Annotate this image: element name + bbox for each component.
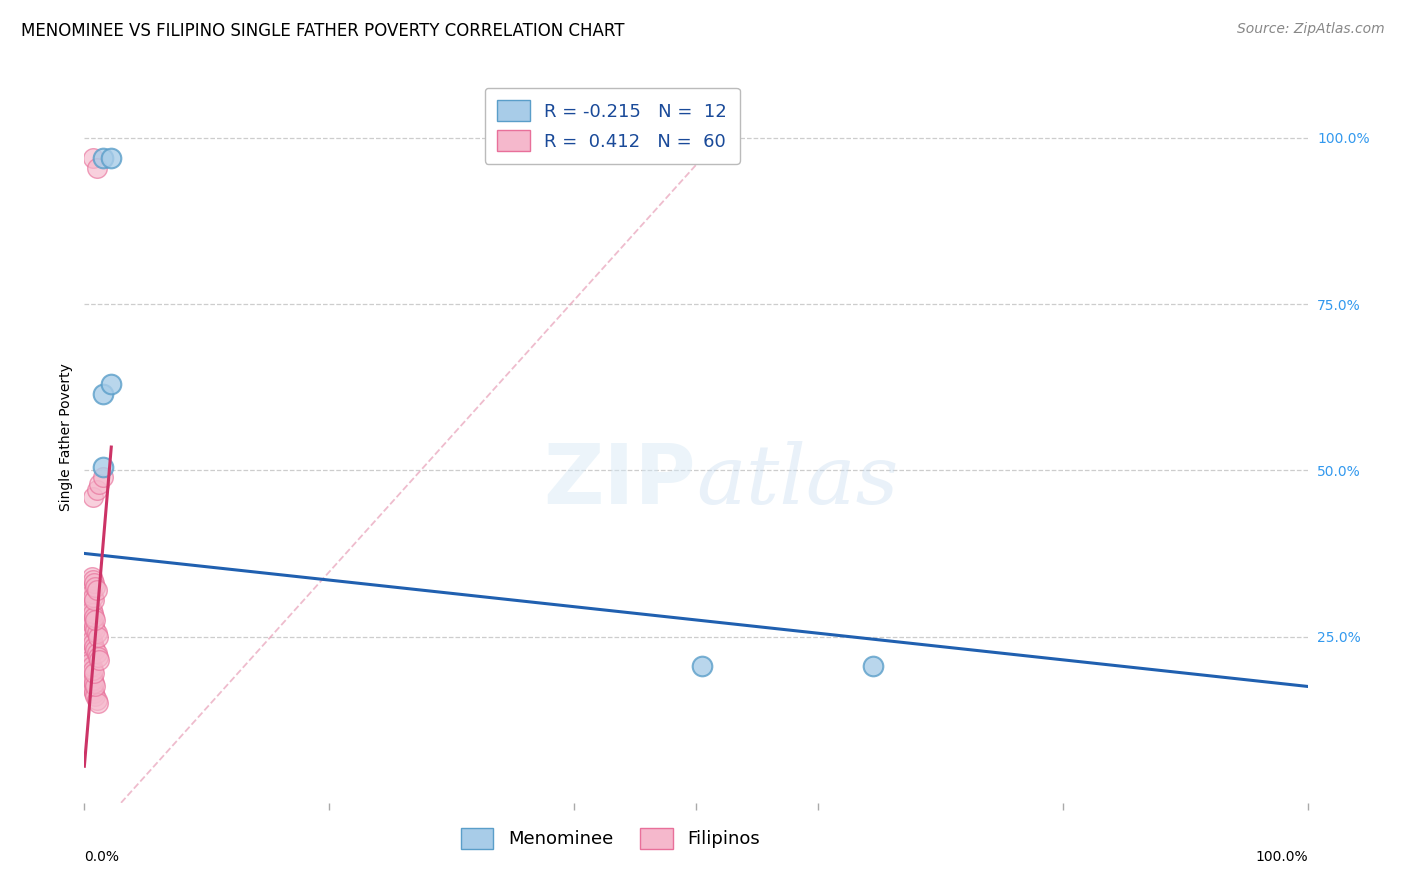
Point [79, 630, 101, 644]
Point [77, 656, 100, 670]
Point [79, 582, 101, 597]
Point [83, 676, 105, 690]
Point [79, 666, 101, 681]
Point [91, 151, 114, 165]
Point [87, 476, 110, 491]
Point [86, 582, 108, 597]
Point [80, 659, 103, 673]
Point [91, 470, 114, 484]
Point [84, 580, 107, 594]
Point [84, 690, 107, 704]
Point [77, 626, 100, 640]
Point [82, 663, 104, 677]
Point [86, 626, 108, 640]
Point [82, 616, 104, 631]
Text: atlas: atlas [696, 441, 898, 521]
Point [82, 151, 104, 165]
Point [82, 607, 104, 621]
Point [87, 630, 110, 644]
Legend: Menominee, Filipinos: Menominee, Filipinos [454, 821, 768, 856]
Point [86, 692, 108, 706]
Point [91, 387, 114, 401]
Point [87, 649, 110, 664]
Point [83, 609, 105, 624]
Text: ZIP: ZIP [544, 441, 696, 522]
Point [82, 636, 104, 650]
Point [87, 696, 110, 710]
Point [82, 590, 104, 604]
Point [82, 490, 104, 504]
Point [86, 646, 108, 660]
Point [79, 609, 101, 624]
Point [77, 643, 100, 657]
Point [80, 570, 103, 584]
Point [79, 599, 101, 614]
Point [83, 576, 105, 591]
Text: Source: ZipAtlas.com: Source: ZipAtlas.com [1237, 22, 1385, 37]
Point [79, 676, 101, 690]
Point [83, 593, 105, 607]
Point [83, 640, 105, 654]
Point [83, 686, 105, 700]
Point [84, 680, 107, 694]
Y-axis label: Single Father Poverty: Single Father Poverty [59, 363, 73, 511]
Point [91, 460, 114, 475]
Point [84, 623, 107, 637]
Point [87, 653, 110, 667]
Point [77, 596, 100, 610]
Point [77, 663, 100, 677]
Point [79, 656, 101, 670]
Point [79, 653, 101, 667]
Point [690, 659, 713, 673]
Point [80, 603, 103, 617]
Point [80, 669, 103, 683]
Point [83, 619, 105, 633]
Point [80, 613, 103, 627]
Text: 0.0%: 0.0% [84, 850, 120, 864]
Point [82, 573, 104, 587]
Point [80, 680, 103, 694]
Point [77, 669, 100, 683]
Point [80, 586, 103, 600]
Point [82, 682, 104, 697]
Point [862, 659, 884, 673]
Point [82, 673, 104, 687]
Text: MENOMINEE VS FILIPINO SINGLE FATHER POVERTY CORRELATION CHART: MENOMINEE VS FILIPINO SINGLE FATHER POVE… [21, 22, 624, 40]
Point [80, 632, 103, 647]
Point [100, 151, 122, 165]
Point [86, 161, 108, 175]
Point [86, 483, 108, 498]
Point [83, 666, 105, 681]
Point [100, 376, 122, 391]
Text: 100.0%: 100.0% [1256, 850, 1308, 864]
Point [84, 613, 107, 627]
Point [84, 643, 107, 657]
Point [77, 649, 100, 664]
